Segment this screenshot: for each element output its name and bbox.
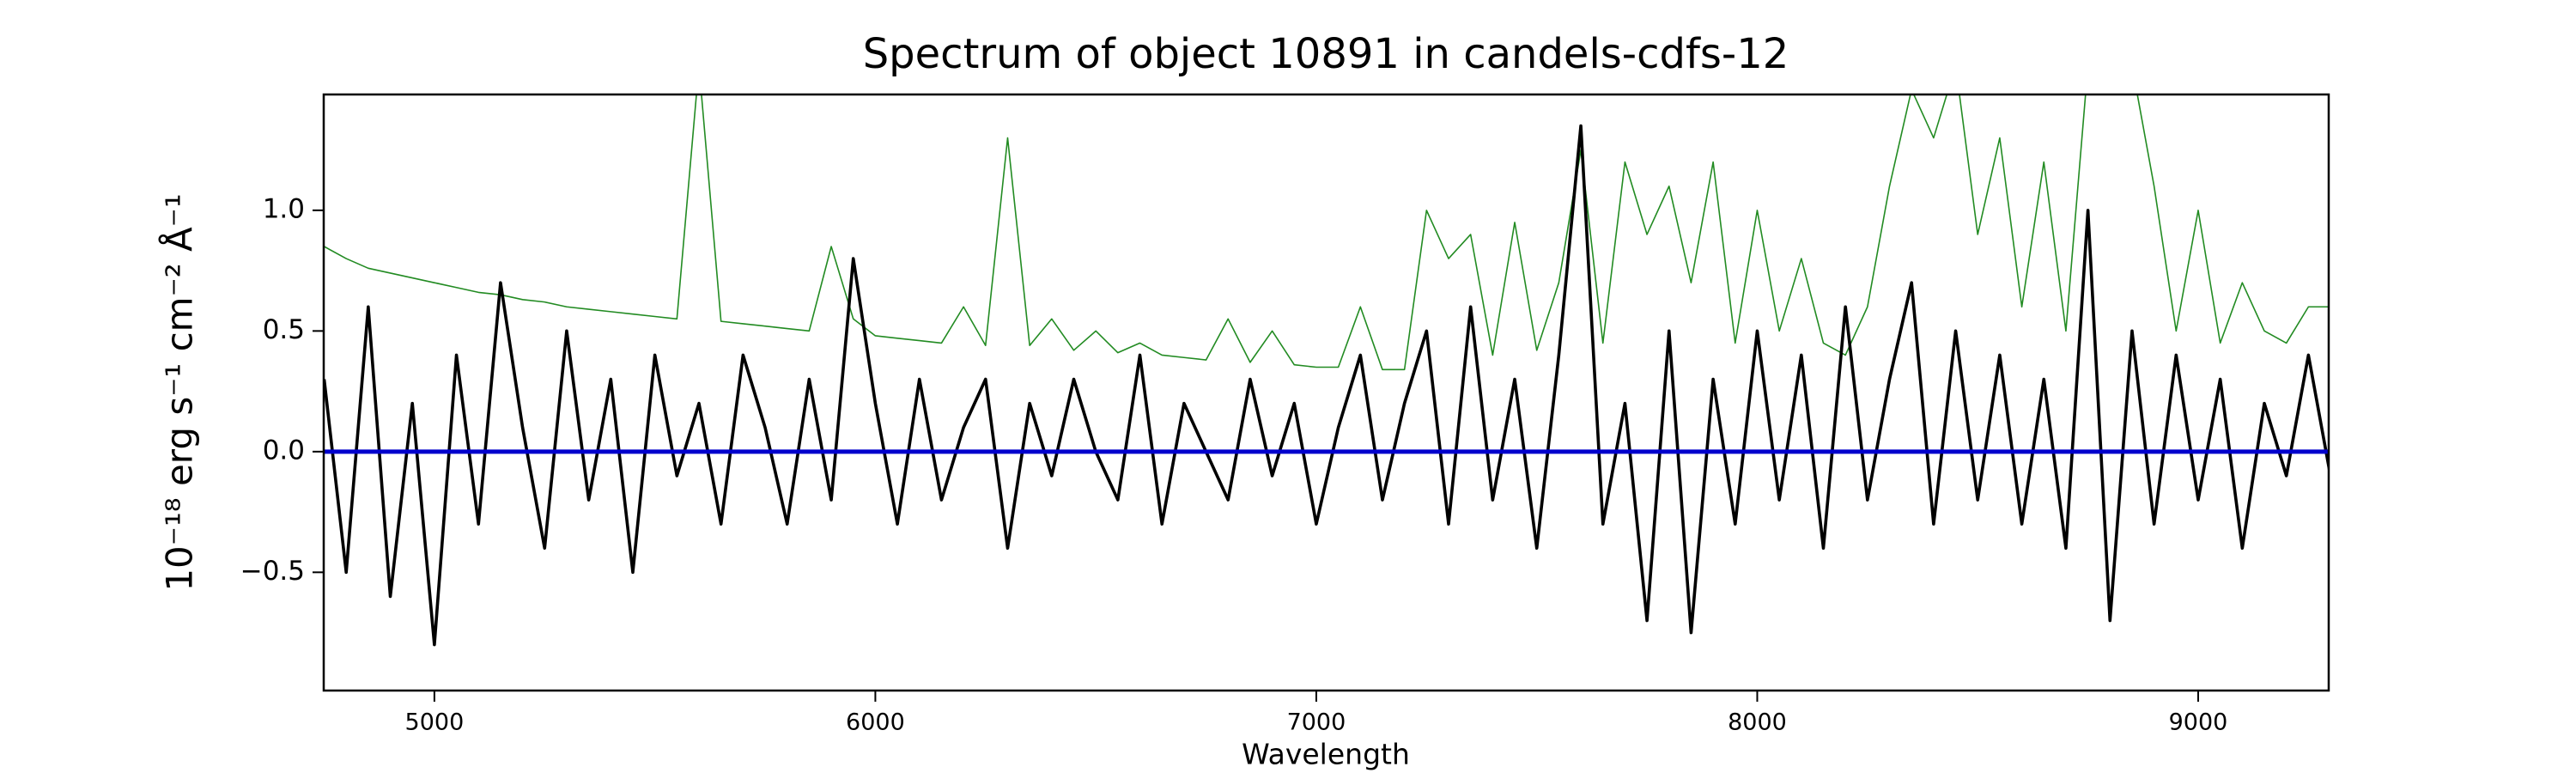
x-tick-label: 8000 [1728, 709, 1787, 736]
y-tick-label: 0.0 [263, 435, 305, 466]
axes-frame [322, 93, 2330, 692]
spectrum-line [324, 94, 2329, 371]
x-tick-label: 6000 [846, 709, 905, 736]
plot-area [324, 94, 2329, 647]
spectrum-line [324, 124, 2329, 647]
y-tick-label: 1.0 [263, 193, 305, 224]
y-axis-label: 10⁻¹⁸ erg s⁻¹ cm⁻² Å⁻¹ [158, 193, 201, 591]
chart-title: Spectrum of object 10891 in candels-cdfs… [863, 30, 1789, 78]
x-tick-label: 5000 [405, 709, 465, 736]
x-tick-label: 9000 [2169, 709, 2228, 736]
x-axis-label: Wavelength [1242, 738, 1410, 771]
y-tick-label: −0.5 [240, 556, 305, 587]
x-tick-label: 7000 [1287, 709, 1346, 736]
y-tick-label: 0.5 [263, 314, 305, 345]
